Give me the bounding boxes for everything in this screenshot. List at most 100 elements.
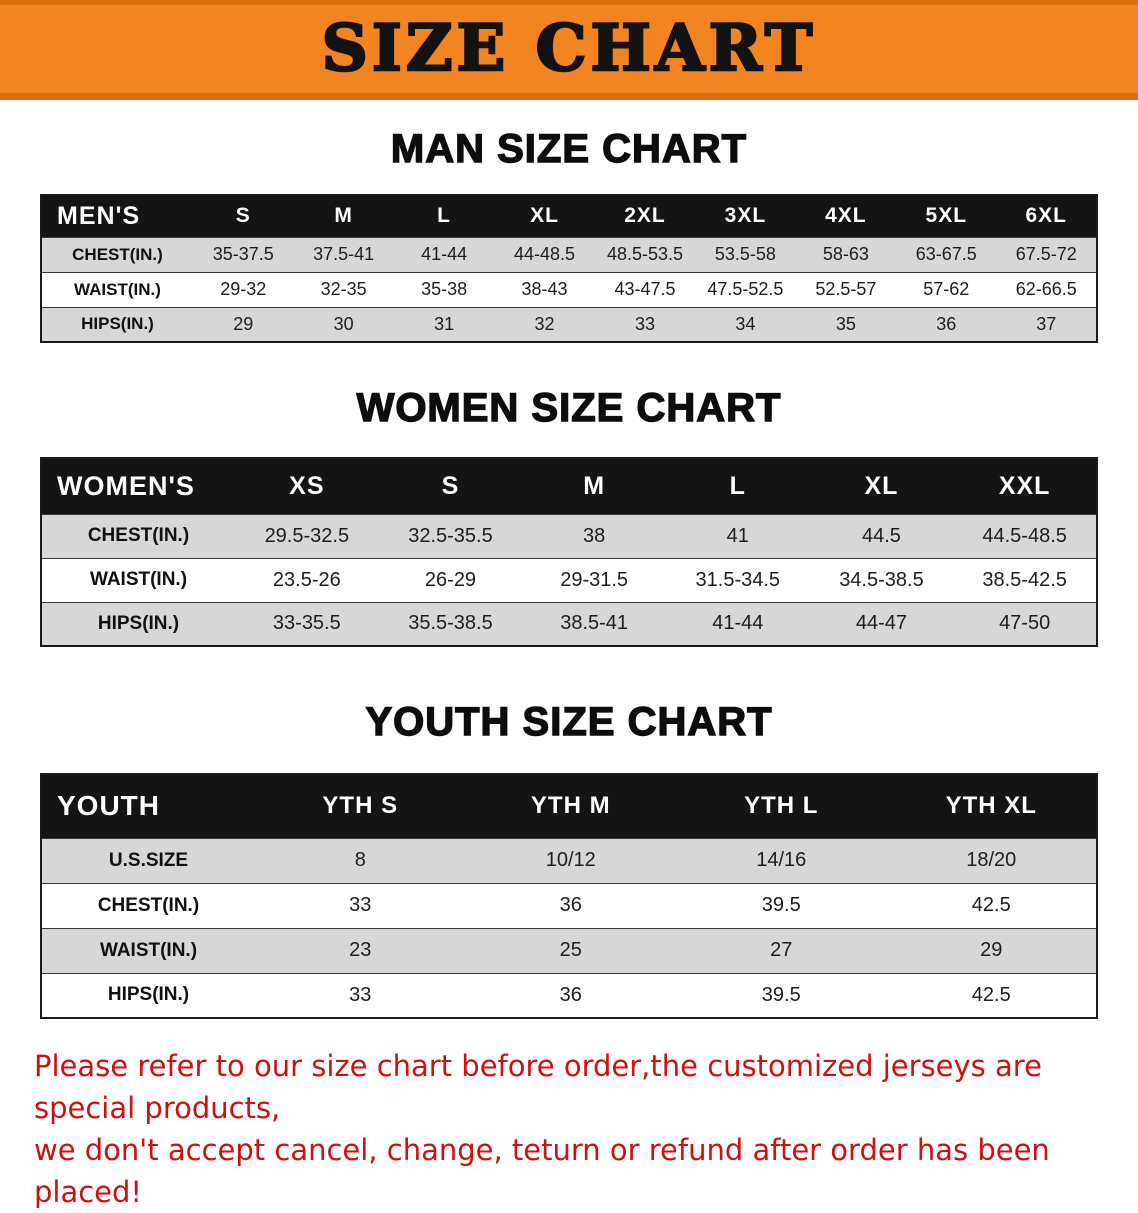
table-title-cell: MEN'S <box>41 195 193 237</box>
size-value: 39.5 <box>761 983 801 1006</box>
size-value: 48.5-53.5 <box>606 244 683 264</box>
size-column-header: XL <box>494 195 595 237</box>
size-value: 23.5-26 <box>272 568 341 591</box>
size-column-header: YTH S <box>255 774 466 838</box>
size-header-row: WOMEN'S XS S M L XL XXL <box>41 458 1097 514</box>
size-column-header: L <box>393 195 495 237</box>
measurement-row: HIPS(IN.) 29 30 31 32 33 34 35 36 37 <box>41 307 1097 342</box>
size-value: 33 <box>634 313 655 334</box>
size-value: 53.5-58 <box>714 244 776 264</box>
size-value: 38.5-41 <box>560 612 629 635</box>
size-value: 37 <box>1036 313 1057 334</box>
size-value: 44-47 <box>855 612 908 635</box>
measurement-label: U.S.SIZE <box>108 849 189 871</box>
size-column-header: M <box>293 195 394 237</box>
measurement-row: HIPS(IN.) 33 36 39.5 42.5 <box>41 973 1097 1018</box>
size-value: 29.5-32.5 <box>264 524 350 547</box>
size-value: 36 <box>936 313 957 334</box>
measurement-label: WAIST(IN.) <box>89 569 188 590</box>
size-value: 58-63 <box>822 244 869 264</box>
measurement-row: WAIST(IN.) 23.5-26 26-29 29-31.5 31.5-34.5 34… <box>41 558 1097 602</box>
size-value: 18/20 <box>966 849 1017 871</box>
measurement-label: CHEST(IN.) <box>87 525 190 546</box>
size-value: 38-43 <box>521 279 568 299</box>
size-column-header: L <box>665 458 810 514</box>
men-size-chart-heading: MAN SIZE CHART <box>390 126 748 171</box>
size-column-header: YTH L <box>676 774 887 838</box>
size-value: 23 <box>349 939 372 961</box>
size-value: 26-29 <box>424 568 477 591</box>
measurement-label: HIPS(IN.) <box>107 984 190 1006</box>
size-value: 35.5-38.5 <box>408 612 493 635</box>
size-header-row: MEN'S S M L XL 2XL 3XL 4XL 5XL 6XL <box>41 195 1097 237</box>
size-value: 35 <box>835 313 856 334</box>
size-column-header: S <box>378 458 523 514</box>
measurement-label: CHEST(IN.) <box>97 894 200 916</box>
disclaimer-line-2: we don't accept cancel, change, teturn o… <box>34 1133 1050 1210</box>
size-value: 32 <box>534 313 555 334</box>
measurement-row: WAIST(IN.) 23 25 27 29 <box>41 928 1097 973</box>
size-column-header: S <box>193 195 294 237</box>
youth-size-section: YOUTH SIZE CHART YOUTH YTH S YTH M YTH L YTH… <box>0 699 1138 1019</box>
size-value: 10/12 <box>545 849 596 871</box>
size-value: 25 <box>559 939 582 961</box>
measurement-label: CHEST(IN.) <box>72 244 163 264</box>
page-title: SIZE CHART <box>320 11 817 86</box>
measurement-row: WAIST(IN.) 29-32 32-35 35-38 38-43 43-47.5 47.… <box>41 272 1097 307</box>
measurement-row: HIPS(IN.) 33-35.5 35.5-38.5 38.5-41 41-44 44-… <box>41 602 1097 646</box>
size-value: 33 <box>349 894 372 916</box>
measurement-label: WAIST(IN.) <box>99 939 198 961</box>
size-column-header: 4XL <box>795 195 897 237</box>
measurement-row: CHEST(IN.) 35-37.5 37.5-41 41-44 44-48.5 48.5… <box>41 237 1097 272</box>
measurement-row: U.S.SIZE 8 10/12 14/16 18/20 <box>41 838 1097 883</box>
size-value: 34 <box>735 313 756 334</box>
size-column-header: XL <box>809 458 954 514</box>
size-value: 44.5-48.5 <box>982 524 1067 547</box>
size-value: 29-31.5 <box>560 568 629 591</box>
youth-size-table: YOUTH YTH S YTH M YTH L YTH XL U.S.SIZE 8 10/12… <box>40 773 1098 1019</box>
men-size-section: MAN SIZE CHART MEN'S S M L XL 2XL 3XL 4XL 5XL 6XL… <box>0 126 1138 343</box>
size-column-header: YTH XL <box>886 774 1097 838</box>
size-value: 47.5-52.5 <box>707 279 784 299</box>
size-value: 63-67.5 <box>915 244 977 264</box>
size-value: 34.5-38.5 <box>839 568 924 591</box>
size-value: 29 <box>233 313 254 334</box>
size-value: 32.5-35.5 <box>408 524 493 547</box>
size-value: 44-48.5 <box>514 244 576 264</box>
size-value: 42.5 <box>971 894 1011 916</box>
size-value: 8 <box>354 849 366 871</box>
size-value: 27 <box>770 939 793 961</box>
size-value: 39.5 <box>761 894 801 916</box>
size-value: 35-37.5 <box>212 244 274 264</box>
table-title-cell: WOMEN'S <box>41 458 235 514</box>
size-value: 37.5-41 <box>313 244 375 264</box>
size-value: 57-62 <box>923 279 970 299</box>
size-value: 29-32 <box>220 279 267 299</box>
size-column-header: M <box>522 458 666 514</box>
size-value: 33 <box>349 983 372 1006</box>
banner: SIZE CHART <box>0 0 1138 100</box>
women-size-section: WOMEN SIZE CHART WOMEN'S XS S M L XL XXL CHEST(… <box>0 385 1138 647</box>
size-column-header: 3XL <box>695 195 796 237</box>
size-value: 36 <box>559 983 582 1006</box>
size-value: 62-66.5 <box>1015 279 1077 299</box>
size-value: 67.5-72 <box>1015 244 1077 264</box>
size-value: 44.5 <box>861 524 901 547</box>
measurement-label: HIPS(IN.) <box>97 612 180 634</box>
size-value: 33-35.5 <box>272 612 341 635</box>
size-value: 42.5 <box>971 983 1011 1006</box>
table-title-cell: YOUTH <box>41 774 255 838</box>
size-value: 30 <box>333 313 354 334</box>
measurement-row: CHEST(IN.) 29.5-32.5 32.5-35.5 38 41 44.5 44.5… <box>41 514 1097 558</box>
measurement-label: HIPS(IN.) <box>81 314 154 334</box>
women-size-chart-heading: WOMEN SIZE CHART <box>356 385 782 430</box>
men-size-table: MEN'S S M L XL 2XL 3XL 4XL 5XL 6XL CHEST(IN.) 35-37… <box>40 194 1098 343</box>
size-value: 43-47.5 <box>614 279 676 299</box>
disclaimer: Please refer to our size chart before or… <box>0 1045 1138 1213</box>
size-value: 47-50 <box>999 612 1051 635</box>
size-value: 31.5-34.5 <box>695 568 781 591</box>
size-value: 38.5-42.5 <box>982 568 1067 591</box>
size-column-header: 2XL <box>594 195 696 237</box>
size-value: 14/16 <box>756 849 807 871</box>
